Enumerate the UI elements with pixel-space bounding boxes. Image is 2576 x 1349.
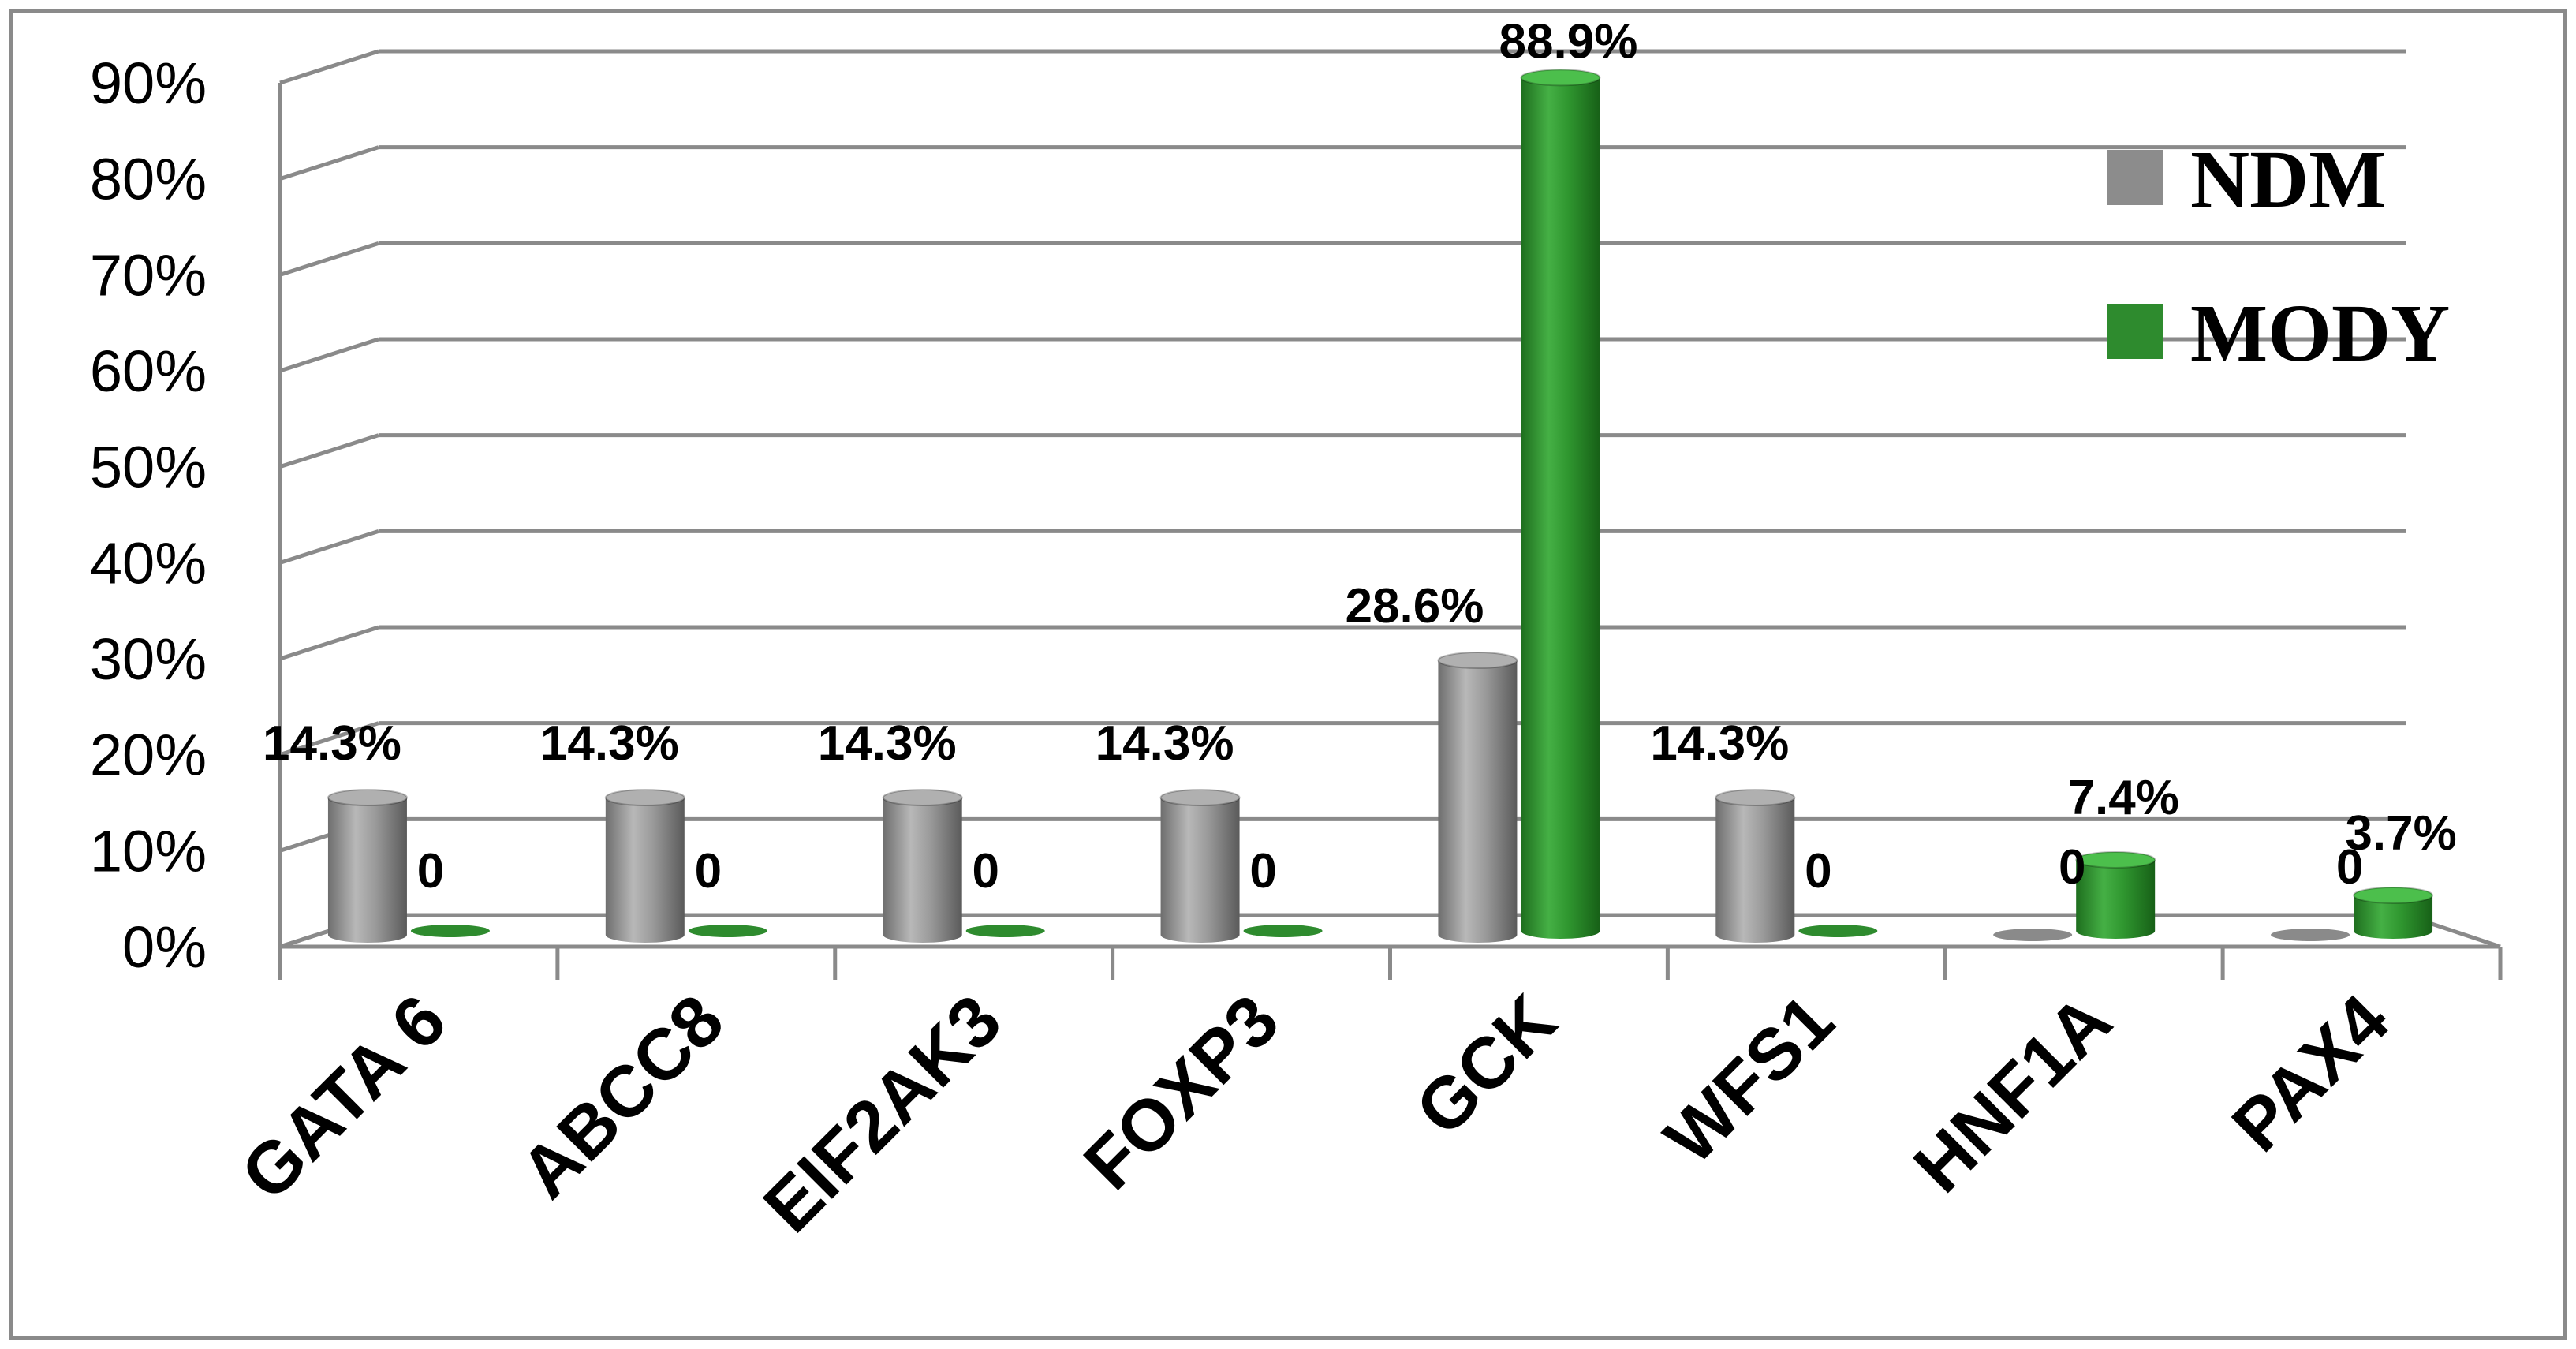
- chart-frame: [9, 9, 2567, 1340]
- bar-mody: [1520, 69, 1601, 940]
- bar-top: [1437, 652, 1518, 670]
- bar-top: [327, 789, 408, 807]
- data-label: 0: [1805, 844, 1831, 899]
- bar-top: [2075, 850, 2156, 869]
- bar-mody: [2353, 886, 2434, 939]
- y-tick-label: 80%: [90, 147, 207, 212]
- bar-ndm: [2271, 929, 2350, 941]
- bar-ndm: [1437, 652, 1518, 943]
- legend-swatch-ndm: [2107, 150, 2163, 205]
- bar-body: [327, 798, 407, 943]
- bar-flat: [2271, 929, 2350, 941]
- bar-mody: [2075, 850, 2156, 939]
- bar-ndm: [1993, 929, 2073, 941]
- data-label: 28.6%: [1346, 579, 1484, 633]
- data-label: 14.3%: [1096, 716, 1234, 771]
- bar-top: [1715, 789, 1796, 807]
- gridlines: [279, 49, 2406, 949]
- data-label: 0: [2059, 840, 2085, 895]
- bar-flat: [1993, 929, 2073, 941]
- bar-mody: [1243, 925, 1323, 937]
- bar-top: [2353, 886, 2434, 904]
- legend-label-ndm: NDM: [2190, 134, 2386, 225]
- data-label: 0: [695, 844, 722, 899]
- data-label: 0: [417, 844, 444, 899]
- bar-body: [1521, 77, 1600, 940]
- y-tick-label: 40%: [90, 530, 207, 596]
- gridline-side: [279, 49, 379, 85]
- bar-body: [2354, 895, 2433, 939]
- y-tick-label: 0%: [122, 914, 207, 980]
- bar-flat: [1798, 925, 1878, 937]
- bar-mody: [410, 925, 490, 937]
- bar-top: [882, 789, 963, 807]
- bar-body: [1715, 798, 1795, 943]
- bar-top: [1159, 789, 1241, 807]
- y-tick-label: 70%: [90, 242, 207, 308]
- bar-ndm: [327, 789, 408, 943]
- bar-ndm: [1159, 789, 1241, 943]
- bar-body: [1438, 660, 1518, 943]
- bar-body: [883, 798, 962, 943]
- data-label: 14.3%: [818, 716, 957, 771]
- data-label: 14.3%: [263, 716, 401, 771]
- bar-flat: [1243, 925, 1323, 937]
- bar-flat: [410, 925, 490, 937]
- legend-label-mody: MODY: [2190, 288, 2450, 379]
- y-tick-label: 90%: [90, 50, 207, 116]
- y-tick-label: 30%: [90, 626, 207, 692]
- bar-body: [2076, 859, 2156, 939]
- data-label: 14.3%: [1650, 716, 1789, 771]
- bars: [327, 69, 2434, 943]
- y-tick-label: 60%: [90, 338, 207, 404]
- bar-mody: [1798, 925, 1878, 937]
- gridline-side: [279, 529, 379, 565]
- bar-flat: [688, 925, 767, 937]
- bar-body: [1160, 798, 1240, 943]
- gridline-side: [279, 337, 379, 373]
- data-label: 0: [972, 844, 999, 899]
- gridline-side: [279, 241, 379, 277]
- bar-mody: [965, 925, 1045, 937]
- gridline-side: [279, 721, 379, 757]
- bar-top: [604, 789, 685, 807]
- bar-flat: [965, 925, 1045, 937]
- bar-ndm: [1715, 789, 1796, 943]
- gridline-side: [279, 625, 379, 661]
- bar-top: [1520, 69, 1601, 87]
- y-tick-label: 20%: [90, 723, 207, 788]
- data-label: 14.3%: [540, 716, 679, 771]
- bar-mody: [688, 925, 767, 937]
- y-tick-label: 10%: [90, 818, 207, 884]
- legend: NDM MODY: [2107, 134, 2450, 379]
- data-label: 0: [1249, 844, 1276, 899]
- y-tick-label: 50%: [90, 435, 207, 500]
- data-label: 88.9%: [1499, 14, 1638, 69]
- data-label: 7.4%: [2068, 771, 2179, 825]
- gridline-side: [279, 433, 379, 469]
- bar-ndm: [882, 789, 963, 943]
- legend-swatch-mody: [2107, 304, 2163, 359]
- data-label: 0: [2336, 840, 2363, 895]
- bar-ndm: [604, 789, 685, 943]
- data-label: 3.7%: [2345, 806, 2456, 861]
- axes: 0% 10% 20% 30% 40% 50% 60% 70% 80% 90%: [90, 50, 2503, 980]
- bar-body: [605, 798, 685, 943]
- gridline-side: [279, 145, 379, 181]
